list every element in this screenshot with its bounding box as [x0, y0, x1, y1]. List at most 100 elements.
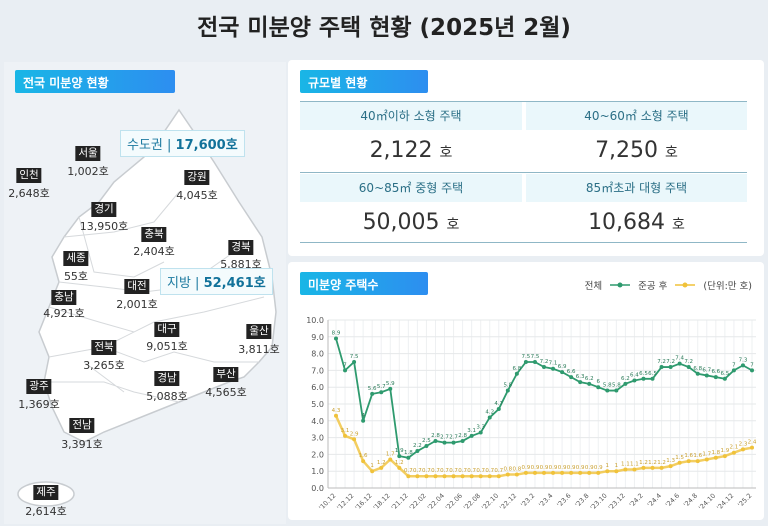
- data-label: 2.7: [440, 435, 449, 441]
- data-label: 0.8: [512, 467, 521, 473]
- local-summary: 지방 | 52,461호: [160, 268, 273, 295]
- data-point: [542, 470, 546, 475]
- data-point: [532, 360, 537, 364]
- data-point: [343, 433, 348, 438]
- size-value: 2,122 호: [300, 132, 522, 172]
- data-point: [523, 470, 528, 475]
- x-tick-label: '23.6: [555, 492, 572, 509]
- data-label: 1: [370, 463, 374, 469]
- data-point: [442, 440, 447, 445]
- data-label: 4: [361, 413, 365, 419]
- data-label: 1: [606, 463, 610, 469]
- data-label: 5.8: [612, 383, 621, 389]
- region-name: 충남: [51, 290, 77, 305]
- data-label: 2.4: [748, 440, 757, 446]
- data-point: [542, 365, 546, 370]
- data-label: 1.2: [395, 460, 404, 466]
- size-value: 10,684 호: [526, 204, 747, 244]
- x-tick-label: '24.12: [715, 492, 735, 512]
- data-label: 1.2: [657, 460, 666, 466]
- data-point: [469, 474, 474, 479]
- data-point: [713, 455, 718, 460]
- data-point: [379, 390, 384, 395]
- data-label: 5.7: [377, 384, 386, 390]
- size-number: 10,684: [588, 210, 666, 235]
- data-point: [578, 380, 583, 385]
- y-tick-label: 6.0: [311, 383, 324, 392]
- data-point: [587, 470, 592, 475]
- y-tick-label: 0.0: [311, 484, 324, 493]
- data-label: 1.3: [666, 458, 675, 464]
- data-point: [695, 459, 700, 464]
- region-name: 충북: [141, 227, 167, 242]
- data-label: 0.9: [576, 465, 585, 471]
- data-point: [469, 433, 474, 438]
- data-point: [641, 465, 646, 470]
- data-label: 0.7: [440, 468, 449, 474]
- data-point: [361, 459, 366, 464]
- data-point: [632, 378, 637, 383]
- data-label: 1.7: [702, 451, 711, 457]
- unit: 호: [439, 145, 453, 161]
- data-label: 1.9: [395, 448, 404, 454]
- unit: 호: [665, 145, 678, 161]
- data-label: 6.5: [720, 371, 729, 377]
- data-label: 0.9: [558, 465, 567, 471]
- data-point: [650, 376, 655, 381]
- data-point: [614, 469, 619, 474]
- data-label: 6.7: [702, 367, 711, 373]
- data-point: [451, 474, 456, 479]
- region-name: 전북: [91, 340, 117, 355]
- data-point: [415, 449, 420, 454]
- data-label: 4.3: [332, 408, 341, 414]
- data-point: [686, 459, 691, 464]
- data-label: 7.2: [666, 359, 675, 365]
- data-point: [740, 363, 745, 368]
- data-point: [505, 472, 510, 477]
- data-point: [433, 438, 438, 443]
- data-point: [397, 454, 402, 459]
- unit: 호: [672, 217, 685, 233]
- data-point: [523, 360, 528, 364]
- data-label: 7.2: [540, 359, 549, 365]
- data-point: [451, 440, 456, 445]
- data-label: 0.9: [549, 465, 558, 471]
- data-label: 2.5: [422, 438, 431, 444]
- data-point: [370, 391, 375, 396]
- region-value: 2,001호: [116, 298, 158, 311]
- data-label: 2.1: [730, 445, 739, 451]
- x-tick-label: '22.10: [480, 492, 500, 512]
- data-label: 7: [750, 362, 754, 368]
- data-label: 7.5: [350, 354, 359, 360]
- data-label: 7.5: [522, 354, 531, 360]
- data-point: [659, 465, 664, 470]
- data-label: 6.9: [558, 364, 567, 370]
- data-point: [587, 381, 592, 386]
- data-label: 5.9: [386, 381, 395, 387]
- data-label: 7.5: [531, 354, 540, 360]
- data-point: [677, 460, 682, 465]
- data-point: [677, 361, 682, 366]
- data-point: [596, 470, 601, 475]
- y-tick-label: 9.0: [311, 333, 324, 342]
- data-label: 7.2: [684, 359, 693, 365]
- x-tick-label: '22.06: [444, 492, 464, 512]
- y-tick-label: 5.0: [311, 400, 324, 409]
- data-label: 0.7: [449, 468, 458, 474]
- x-tick-label: '21.12: [390, 492, 410, 512]
- local-label: 지방: [167, 276, 191, 291]
- region-value: 1,369호: [18, 398, 60, 411]
- data-label: 5.8: [603, 383, 612, 389]
- data-label: 0.7: [485, 468, 494, 474]
- data-point: [460, 474, 465, 479]
- data-point: [704, 373, 709, 378]
- data-point: [352, 360, 357, 364]
- y-tick-label: 1.0: [311, 467, 324, 476]
- data-label: 5.8: [503, 383, 512, 389]
- data-label: 5.6: [368, 386, 377, 392]
- region-name: 서울: [75, 146, 101, 161]
- region-name: 부산: [213, 367, 239, 382]
- data-point: [343, 368, 348, 373]
- legend-total-label: 전체: [584, 281, 603, 292]
- unit: 호: [446, 217, 460, 233]
